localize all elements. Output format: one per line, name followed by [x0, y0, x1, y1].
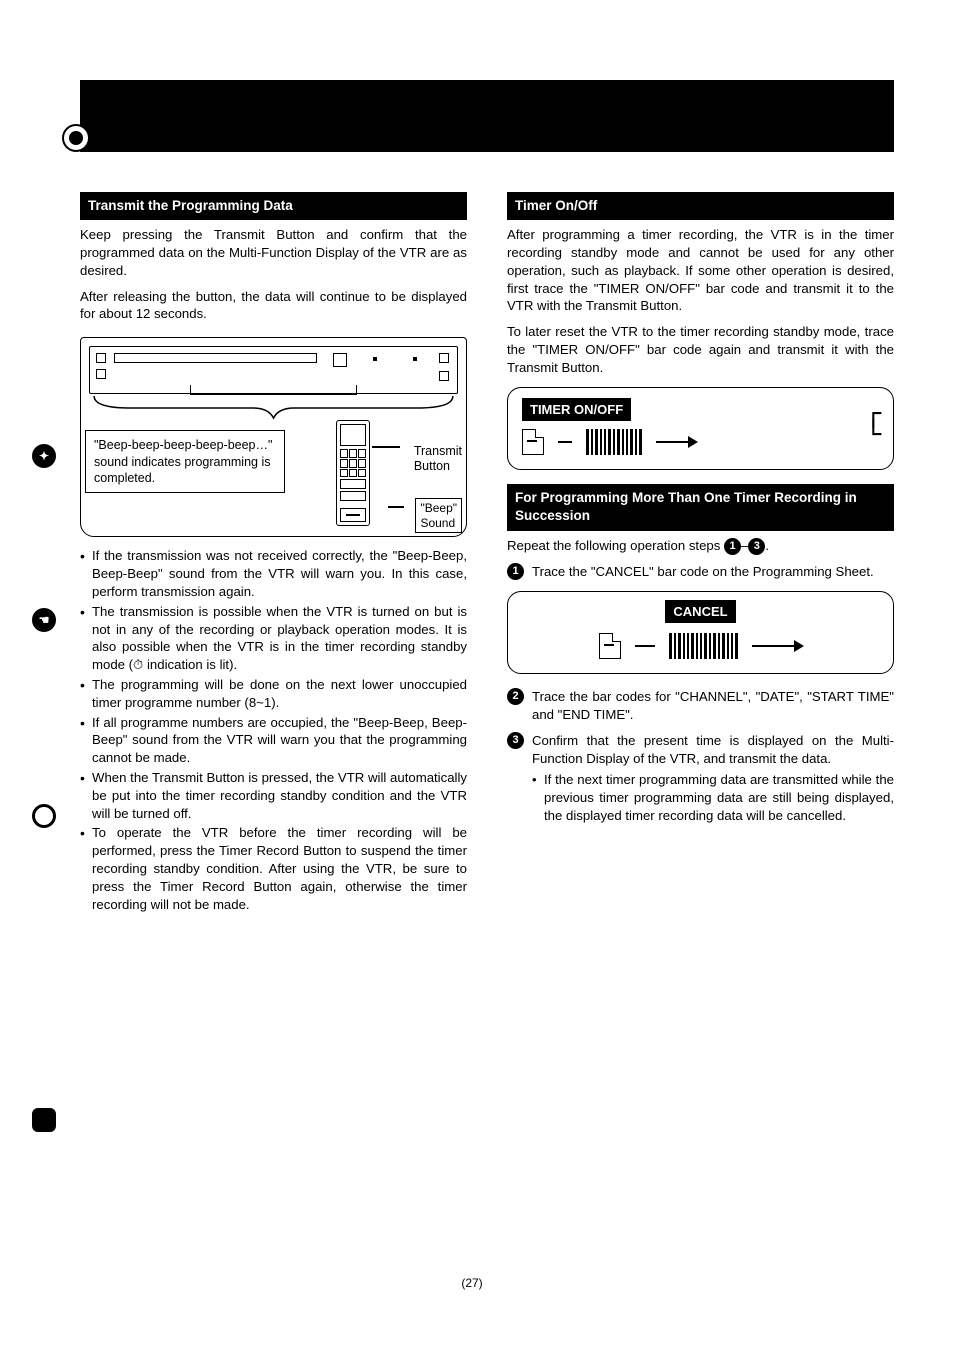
- step-item: 1 Trace the "CANCEL" bar code on the Pro…: [507, 563, 894, 581]
- step-text: Confirm that the present time is display…: [532, 732, 894, 825]
- para-later-reset: To later reset the VTR to the timer reco…: [507, 323, 894, 376]
- bullet-item: The programming will be done on the next…: [80, 676, 467, 712]
- margin-blob-icon: [32, 1108, 56, 1132]
- barcode-label-cancel: CANCEL: [665, 600, 735, 624]
- para-after-programming: After programming a timer recording, the…: [507, 226, 894, 315]
- brace-icon: [89, 394, 458, 420]
- remote-icon: [336, 420, 370, 526]
- heading-more-than-one: For Programming More Than One Timer Reco…: [507, 484, 894, 530]
- bullet-item: The transmission is possible when the VT…: [80, 603, 467, 674]
- step-ref-1-icon: 1: [724, 538, 741, 555]
- sheet-icon: [599, 633, 621, 659]
- sheet-icon: [522, 429, 544, 455]
- bullet-item: If the transmission was not received cor…: [80, 547, 467, 600]
- arrow-right-icon: [752, 645, 802, 647]
- step-ref-3-icon: 3: [748, 538, 765, 555]
- bullet-item: When the Transmit Button is pressed, the…: [80, 769, 467, 822]
- page: Transmit the Programming Data Keep press…: [0, 0, 954, 1330]
- arrow-right-icon: [656, 441, 696, 443]
- barcode-icon: [669, 633, 738, 659]
- vtr-diagram: "Beep-beep-beep-beep-beep…" sound indica…: [80, 337, 467, 537]
- step-number-2-icon: 2: [507, 688, 524, 705]
- barcode-label-timer: TIMER ON/OFF: [522, 398, 631, 422]
- margin-hand-icon: ☚: [32, 608, 56, 632]
- para-repeat-steps: Repeat the following operation steps 1–3…: [507, 537, 894, 555]
- line-icon: [558, 441, 572, 443]
- tab-ring-icon: [62, 124, 90, 152]
- label-transmit-button: Transmit Button: [414, 444, 462, 474]
- beep-callout: "Beep-beep-beep-beep-beep…" sound indica…: [85, 430, 285, 493]
- label-beep-sound: "Beep" Sound: [415, 498, 462, 533]
- step-text: Trace the bar codes for "CHANNEL", "DATE…: [532, 688, 894, 724]
- left-column: Transmit the Programming Data Keep press…: [80, 192, 467, 916]
- page-number: (27): [50, 1276, 894, 1290]
- sub-bullet-list: If the next timer programming data are t…: [532, 771, 894, 824]
- margin-ring-icon: [32, 804, 56, 828]
- heading-timer-onoff: Timer On/Off: [507, 192, 894, 220]
- right-column: Timer On/Off After programming a timer r…: [507, 192, 894, 916]
- para-keep-pressing: Keep pressing the Transmit Button and co…: [80, 226, 467, 279]
- line-icon: [635, 645, 655, 647]
- step-number-3-icon: 3: [507, 732, 524, 749]
- para-after-release: After releasing the button, the data wil…: [80, 288, 467, 324]
- step-item: 2 Trace the bar codes for "CHANNEL", "DA…: [507, 688, 894, 724]
- numbered-steps-cont: 2 Trace the bar codes for "CHANNEL", "DA…: [507, 688, 894, 825]
- bracket-icon: ┌└: [865, 404, 881, 446]
- step-text: Trace the "CANCEL" bar code on the Progr…: [532, 563, 894, 581]
- header-black-bar: [80, 80, 894, 152]
- barcode-icon: [586, 429, 642, 455]
- barcode-cancel: CANCEL: [507, 591, 894, 675]
- numbered-steps: 1 Trace the "CANCEL" bar code on the Pro…: [507, 563, 894, 581]
- vtr-front-panel-icon: [89, 346, 458, 394]
- leader-line-icon: [388, 506, 404, 508]
- step-item: 3 Confirm that the present time is displ…: [507, 732, 894, 825]
- bullet-list-left: If the transmission was not received cor…: [80, 547, 467, 913]
- bullet-item: If all programme numbers are occupied, t…: [80, 714, 467, 767]
- two-column-layout: Transmit the Programming Data Keep press…: [80, 192, 894, 916]
- leader-line-icon: [372, 446, 400, 448]
- heading-transmit: Transmit the Programming Data: [80, 192, 467, 220]
- sub-bullet-item: If the next timer programming data are t…: [532, 771, 894, 824]
- margin-clock-icon: ✦: [32, 444, 56, 468]
- barcode-timer-onoff: TIMER ON/OFF ┌└: [507, 387, 894, 471]
- bullet-item: To operate the VTR before the timer reco…: [80, 824, 467, 913]
- step-number-1-icon: 1: [507, 563, 524, 580]
